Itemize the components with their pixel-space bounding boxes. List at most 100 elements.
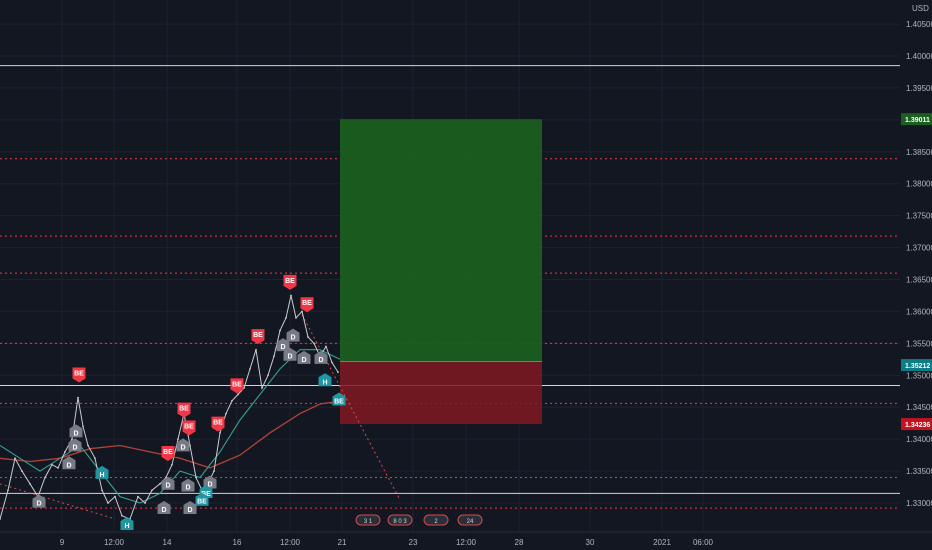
signal-be[interactable]: BE: [72, 367, 86, 383]
signal-label: BE: [163, 449, 173, 456]
price-point: [189, 444, 191, 447]
time-tick-label: 2021: [653, 538, 671, 547]
price-tick-label: 1.33500: [906, 467, 932, 476]
signal-label: BE: [253, 332, 263, 339]
time-axis[interactable]: 9 12:00 14 16 12:00 21 23 12:00 28 30 2021 06:00: [0, 531, 932, 547]
signal-badge: [276, 338, 290, 352]
price-point: [231, 399, 233, 402]
signal-badge: [69, 424, 83, 438]
price-point: [107, 502, 109, 504]
signal-label: D: [180, 444, 185, 451]
signal-label: D: [161, 507, 166, 514]
signal-d[interactable]: D: [161, 476, 175, 490]
price-point: [301, 310, 303, 313]
signal-d[interactable]: D: [283, 347, 297, 361]
signal-be[interactable]: BE: [182, 420, 196, 436]
price-point: [313, 342, 315, 345]
signal-badge: [161, 446, 175, 462]
signal-h[interactable]: H: [120, 516, 134, 530]
price-point: [144, 502, 146, 504]
time-tick-label: 16: [233, 538, 242, 547]
price-point: [237, 393, 239, 396]
signal-d[interactable]: D: [32, 494, 46, 508]
price-point: [171, 463, 173, 466]
signal-d[interactable]: D: [286, 328, 300, 342]
price-tick-label: 1.36000: [906, 307, 932, 316]
price-point: [114, 495, 116, 498]
price-point: [331, 361, 333, 364]
time-tick-label: 9: [60, 538, 65, 547]
price-point: [151, 489, 153, 492]
price-point: [255, 348, 257, 351]
price-label-box: [901, 359, 932, 372]
signal-label: BE: [197, 499, 207, 506]
event-markers[interactable]: 3 1 8 0 3 2 24: [355, 514, 483, 526]
currency-label: USD: [912, 4, 929, 13]
signal-label: D: [290, 335, 295, 342]
price-tick-label: 1.34000: [906, 435, 932, 444]
trendlines[interactable]: [0, 314, 401, 520]
time-tick-label: 23: [409, 538, 418, 547]
signal-label: BE: [334, 398, 344, 405]
signal-d[interactable]: D: [69, 424, 83, 438]
price-tick-label: 1.39500: [906, 84, 932, 93]
event-text: 8 0 3: [393, 519, 407, 525]
event-marker[interactable]: 3 1: [355, 514, 381, 526]
event-bubble: [387, 514, 413, 526]
signal-label: BE: [184, 423, 194, 430]
price-point: [337, 371, 339, 373]
stop-loss-zone[interactable]: [340, 361, 542, 425]
signal-d[interactable]: D: [183, 501, 197, 514]
price-point: [14, 457, 16, 460]
signal-be[interactable]: BE: [332, 392, 346, 406]
signal-d[interactable]: D: [176, 438, 190, 452]
price-point: [177, 438, 179, 441]
signal-badge: [211, 416, 225, 432]
event-marker[interactable]: 8 0 3: [387, 514, 413, 526]
signal-be[interactable]: BE: [251, 329, 265, 345]
signal-be[interactable]: BE: [161, 446, 175, 462]
event-text: 24: [467, 519, 474, 525]
price-point: [249, 368, 251, 370]
signal-label: BE: [74, 370, 84, 377]
trendline[interactable]: [0, 483, 116, 520]
price-point: [29, 482, 31, 485]
price-tick-label: 1.33000: [906, 499, 932, 508]
signal-be[interactable]: BE: [300, 297, 314, 313]
price-point: [44, 476, 46, 479]
signal-badge: [314, 350, 328, 364]
price-point: [195, 476, 197, 479]
event-marker[interactable]: 2: [423, 514, 449, 526]
position-tool[interactable]: [340, 119, 542, 425]
signal-h[interactable]: H: [318, 373, 332, 387]
take-profit-zone[interactable]: [340, 119, 542, 362]
signal-d[interactable]: D: [157, 501, 171, 514]
event-marker[interactable]: 24: [457, 514, 483, 526]
time-tick-label: 12:00: [456, 538, 477, 547]
signal-d[interactable]: D: [181, 478, 195, 492]
signal-label: D: [36, 501, 41, 508]
price-point: [307, 336, 309, 338]
signal-be[interactable]: BE: [230, 378, 244, 394]
signal-badge: [318, 373, 332, 387]
signal-label: D: [66, 462, 71, 469]
price-tick-label: 1.36500: [906, 276, 932, 285]
signal-be[interactable]: BE: [177, 402, 191, 418]
time-tick-label: 12:00: [104, 538, 125, 547]
signal-be[interactable]: BE: [283, 274, 297, 290]
signal-d[interactable]: D: [62, 456, 76, 470]
signal-badge: [161, 476, 175, 490]
signal-d[interactable]: D: [297, 350, 311, 364]
price-point: [285, 316, 287, 319]
signal-d[interactable]: D: [276, 338, 290, 352]
signal-be[interactable]: BE: [211, 416, 225, 432]
signal-d[interactable]: D: [203, 475, 217, 489]
signal-d[interactable]: D: [68, 438, 82, 452]
signal-be[interactable]: BE: [195, 492, 209, 506]
signal-d[interactable]: D: [314, 350, 328, 364]
signal-badge: [68, 438, 82, 452]
signal-h[interactable]: H: [95, 465, 109, 479]
price-point: [7, 489, 9, 492]
